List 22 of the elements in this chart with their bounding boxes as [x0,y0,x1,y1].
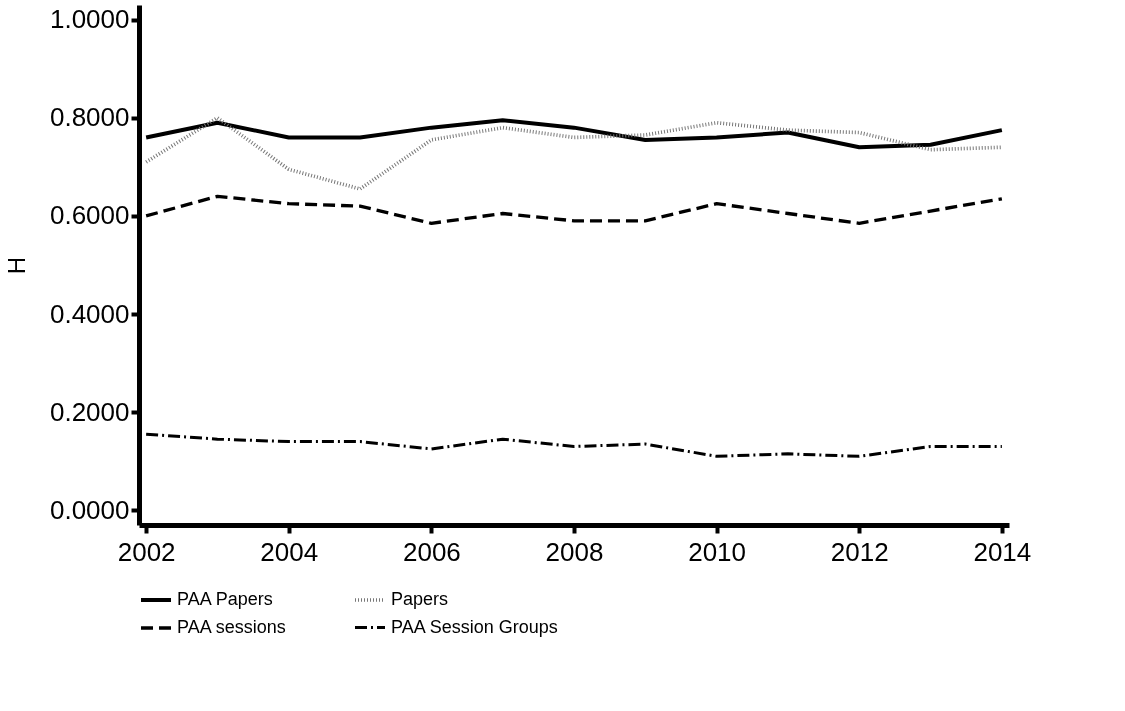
x-tick-label: 2006 [402,536,461,567]
x-tick-label: 2010 [688,536,747,567]
line-series [144,118,1004,150]
y-tick-label: 0.6000 [49,200,130,231]
y-tick-label: 0.4000 [49,298,130,329]
y-tick-label: 0.0000 [49,494,130,525]
x-tick-label: 2004 [260,536,319,567]
y-tick-label: 0.2000 [49,396,130,427]
line-series [144,115,1004,191]
y-axis-title: H [2,256,30,275]
x-tick-label: 2012 [830,536,889,567]
x-tick-label: 2014 [973,536,1032,567]
y-tick-label: 1.0000 [49,4,130,35]
legend-label: PAA Papers [177,589,273,609]
legend-label: PAA Session Groups [391,616,558,637]
y-tick-label: 0.8000 [49,102,130,133]
legend-label: Papers [391,589,449,609]
legend-label: PAA sessions [177,617,286,637]
x-tick-label: 2008 [545,536,604,567]
line-series [144,432,1004,458]
line-series [144,194,1004,225]
x-tick-label: 2002 [117,536,176,567]
